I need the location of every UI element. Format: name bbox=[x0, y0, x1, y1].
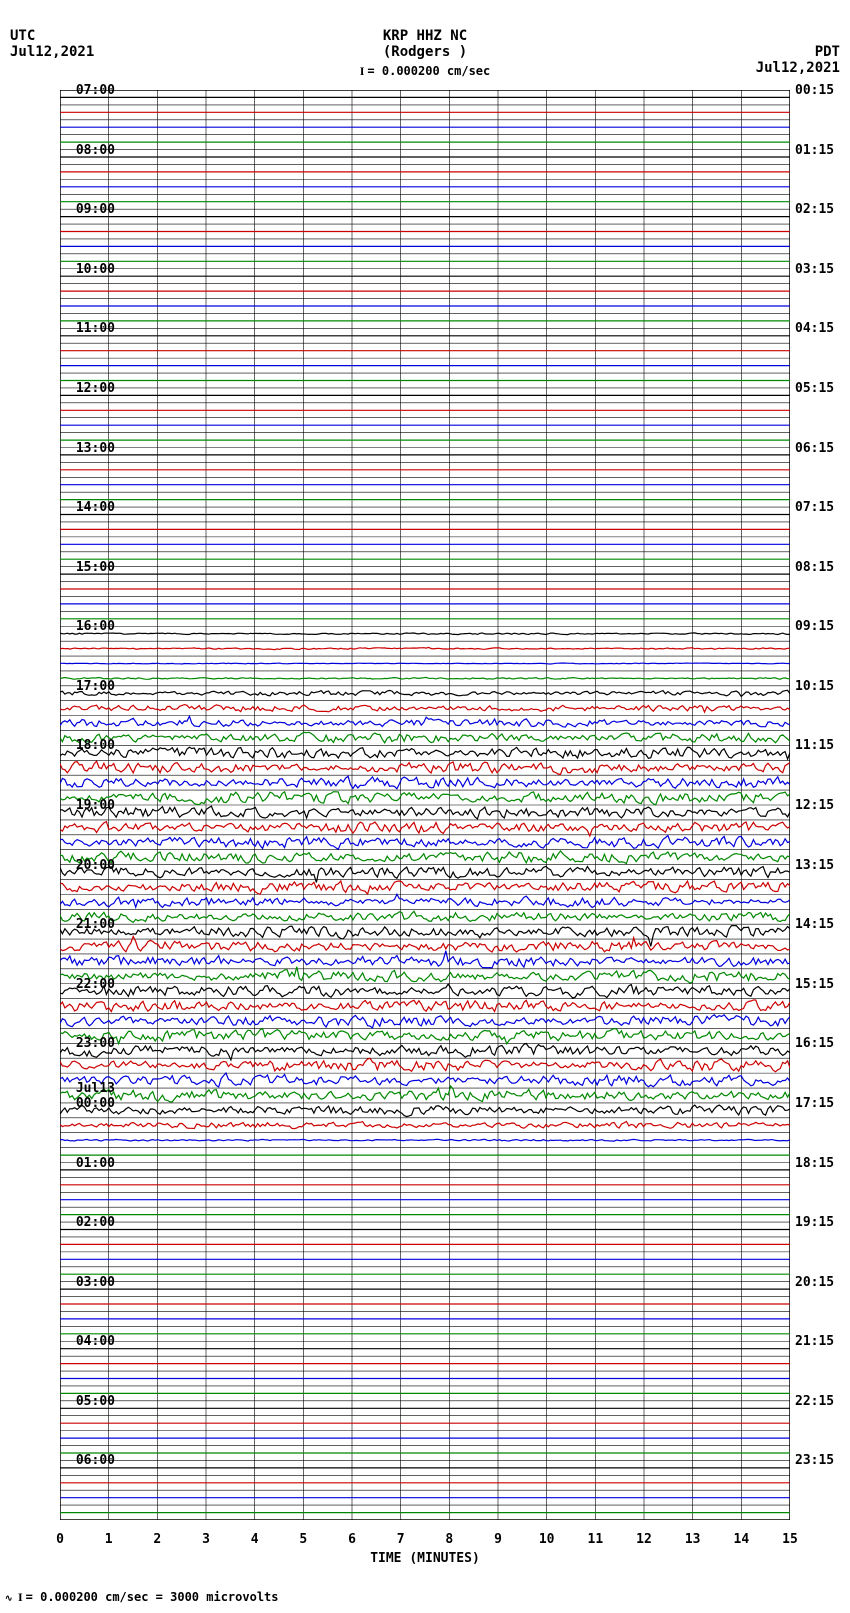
utc-time-label: 02:00 bbox=[65, 1215, 115, 1230]
pdt-time-label: 09:15 bbox=[795, 619, 834, 634]
utc-time-label: 23:00 bbox=[65, 1036, 115, 1051]
x-tick-label: 14 bbox=[734, 1532, 750, 1547]
pdt-time-label: 14:15 bbox=[795, 917, 834, 932]
utc-time-label: 11:00 bbox=[65, 321, 115, 336]
utc-time-label: 16:00 bbox=[65, 619, 115, 634]
x-tick-label: 11 bbox=[588, 1532, 604, 1547]
pdt-time-label: 13:15 bbox=[795, 858, 834, 873]
utc-time-label: 04:00 bbox=[65, 1334, 115, 1349]
utc-time-label: 01:00 bbox=[65, 1156, 115, 1171]
pdt-time-label: 22:15 bbox=[795, 1394, 834, 1409]
x-tick-label: 13 bbox=[685, 1532, 701, 1547]
utc-time-label: 18:00 bbox=[65, 738, 115, 753]
pdt-time-label: 07:15 bbox=[795, 500, 834, 515]
utc-time-label: 10:00 bbox=[65, 262, 115, 277]
x-tick-label: 15 bbox=[782, 1532, 798, 1547]
x-tick-label: 0 bbox=[56, 1532, 64, 1547]
pdt-time-label: 03:15 bbox=[795, 262, 834, 277]
date-left-label: Jul12,2021 bbox=[10, 44, 94, 60]
utc-time-label: 13:00 bbox=[65, 441, 115, 456]
pdt-time-label: 11:15 bbox=[795, 738, 834, 753]
utc-time-label: 00:00 bbox=[65, 1096, 115, 1111]
pdt-time-label: 17:15 bbox=[795, 1096, 834, 1111]
utc-time-label: 19:00 bbox=[65, 798, 115, 813]
station-title: KRP HHZ NC bbox=[0, 28, 850, 44]
utc-time-label: 06:00 bbox=[65, 1453, 115, 1468]
pdt-time-label: 06:15 bbox=[795, 441, 834, 456]
x-tick-label: 2 bbox=[153, 1532, 161, 1547]
x-tick-label: 7 bbox=[397, 1532, 405, 1547]
helicorder-plot bbox=[60, 90, 790, 1520]
footer-scale: ∿ I = 0.000200 cm/sec = 3000 microvolts bbox=[5, 1590, 279, 1605]
utc-time-label: 14:00 bbox=[65, 500, 115, 515]
pdt-time-label: 08:15 bbox=[795, 560, 834, 575]
x-tick-label: 9 bbox=[494, 1532, 502, 1547]
pdt-time-label: 23:15 bbox=[795, 1453, 834, 1468]
x-tick-label: 8 bbox=[445, 1532, 453, 1547]
utc-time-label: 05:00 bbox=[65, 1394, 115, 1409]
utc-time-label: 22:00 bbox=[65, 977, 115, 992]
utc-time-label: 09:00 bbox=[65, 202, 115, 217]
x-tick-label: 6 bbox=[348, 1532, 356, 1547]
trace-canvas bbox=[60, 90, 790, 1520]
pdt-time-label: 05:15 bbox=[795, 381, 834, 396]
x-tick-label: 1 bbox=[105, 1532, 113, 1547]
pdt-time-label: 00:15 bbox=[795, 83, 834, 98]
x-axis-label: TIME (MINUTES) bbox=[0, 1551, 850, 1566]
x-tick-label: 12 bbox=[636, 1532, 652, 1547]
tz-left-label: UTC bbox=[10, 28, 35, 44]
pdt-time-label: 18:15 bbox=[795, 1156, 834, 1171]
pdt-time-label: 12:15 bbox=[795, 798, 834, 813]
utc-time-label: 03:00 bbox=[65, 1275, 115, 1290]
x-tick-label: 3 bbox=[202, 1532, 210, 1547]
x-tick-label: 4 bbox=[251, 1532, 259, 1547]
pdt-time-label: 15:15 bbox=[795, 977, 834, 992]
utc-time-label: 17:00 bbox=[65, 679, 115, 694]
utc-time-label: 08:00 bbox=[65, 143, 115, 158]
scale-legend: I = 0.000200 cm/sec bbox=[0, 64, 850, 79]
pdt-time-label: 02:15 bbox=[795, 202, 834, 217]
pdt-time-label: 04:15 bbox=[795, 321, 834, 336]
pdt-time-label: 20:15 bbox=[795, 1275, 834, 1290]
station-subtitle: (Rodgers ) bbox=[0, 44, 850, 60]
pdt-time-label: 19:15 bbox=[795, 1215, 834, 1230]
secondary-date-label: Jul13 bbox=[65, 1081, 115, 1096]
pdt-time-label: 10:15 bbox=[795, 679, 834, 694]
utc-time-label: 20:00 bbox=[65, 858, 115, 873]
x-tick-label: 5 bbox=[299, 1532, 307, 1547]
x-tick-label: 10 bbox=[539, 1532, 555, 1547]
pdt-time-label: 01:15 bbox=[795, 143, 834, 158]
pdt-time-label: 21:15 bbox=[795, 1334, 834, 1349]
utc-time-label: 12:00 bbox=[65, 381, 115, 396]
utc-time-label: 07:00 bbox=[65, 83, 115, 98]
utc-time-label: 21:00 bbox=[65, 917, 115, 932]
utc-time-label: 15:00 bbox=[65, 560, 115, 575]
pdt-time-label: 16:15 bbox=[795, 1036, 834, 1051]
